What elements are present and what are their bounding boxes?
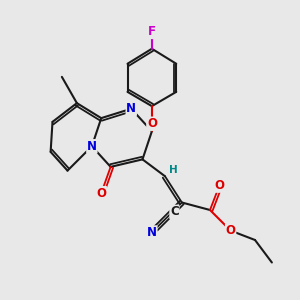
Text: O: O [96, 187, 106, 200]
Text: O: O [226, 224, 236, 237]
Text: F: F [148, 26, 156, 38]
Text: N: N [147, 226, 157, 239]
Text: N: N [126, 102, 136, 115]
Text: N: N [87, 140, 97, 153]
Text: C: C [170, 206, 179, 218]
Text: O: O [147, 117, 157, 130]
Text: H: H [169, 164, 178, 175]
Text: O: O [214, 179, 224, 192]
